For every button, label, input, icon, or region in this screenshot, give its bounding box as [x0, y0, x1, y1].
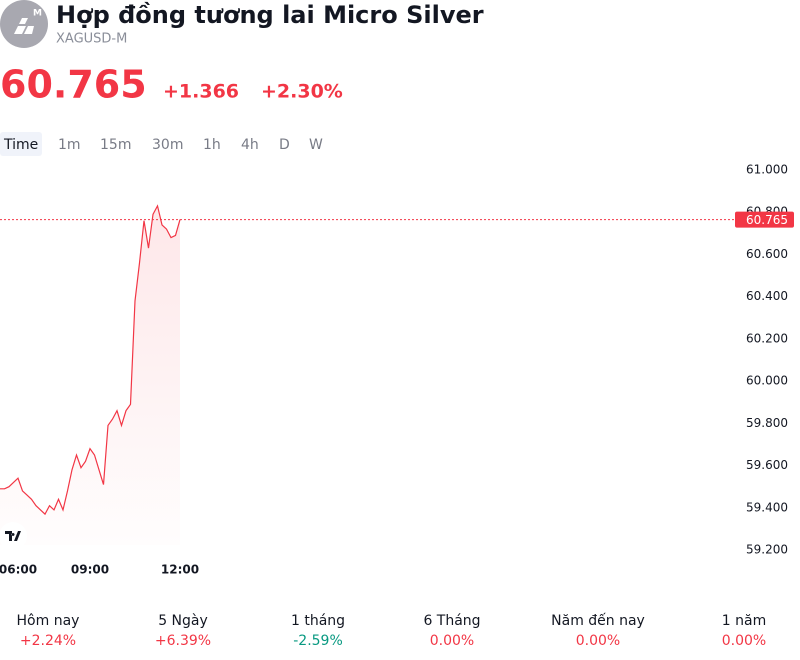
performance-label: 1 năm	[722, 613, 766, 629]
logo: M	[0, 0, 48, 48]
timeframe-button[interactable]: Time	[3, 137, 38, 153]
y-tick-label: 59.600	[746, 458, 788, 472]
y-tick-label: 60.000	[746, 374, 788, 388]
y-tick-label: 59.400	[746, 500, 788, 514]
timeframe-button[interactable]: W	[309, 137, 323, 153]
performance-value: +2.24%	[20, 633, 76, 649]
timeframe-button[interactable]: 30m	[152, 137, 183, 153]
area	[0, 205, 180, 545]
performance-value: +6.39%	[155, 633, 211, 649]
price-change: +1.366	[163, 81, 239, 103]
y-tick-label: 59.800	[746, 416, 788, 430]
timeframe-button[interactable]: D	[279, 137, 290, 153]
y-tick-label: 60.200	[746, 331, 788, 345]
tradingview-logo	[0, 522, 27, 550]
performance-value: 0.00%	[576, 633, 620, 649]
x-tick-label: 09:00	[71, 563, 109, 577]
y-tick-label: 60.600	[746, 247, 788, 261]
performance-label: 6 Tháng	[423, 613, 480, 629]
timeframe-button[interactable]: 1h	[203, 137, 221, 153]
performance-label: Hôm nay	[17, 613, 80, 629]
y-tick-label: 60.400	[746, 289, 788, 303]
timeframe-button[interactable]: 1m	[58, 137, 81, 153]
price-change-pct: +2.30%	[261, 81, 343, 103]
logo-badge: M	[33, 9, 42, 19]
title: Hợp đồng tương lai Micro Silver	[56, 1, 484, 29]
timeframe-active	[0, 132, 42, 156]
line	[0, 204, 181, 516]
performance-value: 0.00%	[722, 633, 766, 649]
y-tick-label: 59.200	[746, 542, 788, 556]
symbol: XAGUSD-M	[56, 32, 127, 47]
timeframe-button[interactable]: 15m	[100, 137, 131, 153]
last-price-badge	[735, 211, 794, 228]
performance-label: 5 Ngày	[158, 613, 208, 629]
timeframe-button[interactable]: 4h	[241, 137, 259, 153]
last-price-label: 60.765	[746, 213, 788, 227]
performance-value: 0.00%	[430, 633, 474, 649]
x-tick-label: 12:00	[161, 563, 199, 577]
performance-label: 1 tháng	[291, 613, 345, 629]
price: 60.765	[0, 63, 147, 107]
y-tick-label: 61.000	[746, 163, 788, 177]
chart: 59.200 59.400 59.600 59.800 60.000 60.200 60.4…	[0, 163, 794, 577]
x-tick-label: 06:00	[0, 563, 37, 577]
performance-value: -2.59%	[293, 633, 343, 649]
performance-label: Năm đến nay	[551, 612, 645, 629]
